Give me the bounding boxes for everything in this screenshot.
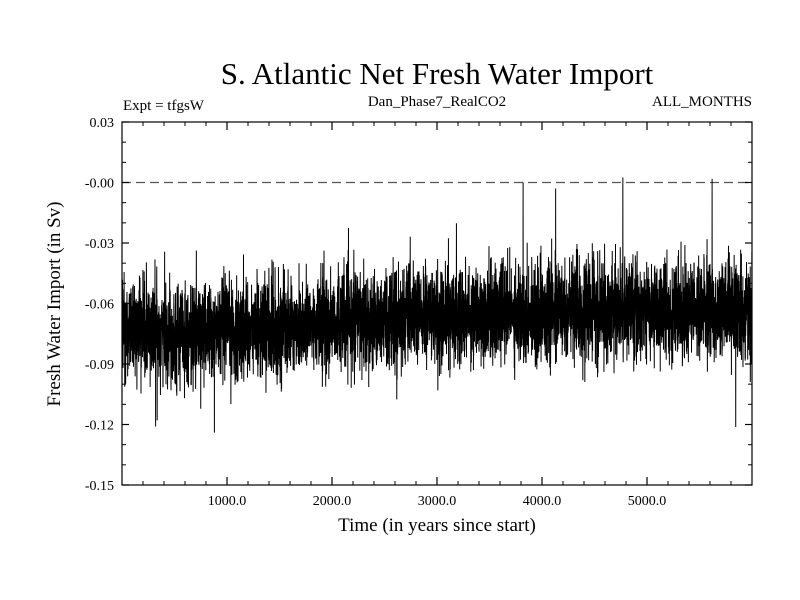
chart-title: S. Atlantic Net Fresh Water Import	[221, 56, 654, 91]
months-label: ALL_MONTHS	[652, 94, 752, 110]
dataset-label: Dan_Phase7_RealCO2	[368, 94, 506, 110]
y-tick-label: -0.09	[85, 358, 114, 373]
x-axis-label: Time (in years since start)	[338, 515, 536, 536]
x-tick-label: 2000.0	[313, 494, 352, 509]
y-axis-label: Fresh Water Import (in Sv)	[44, 202, 65, 407]
y-tick-label: -0.00	[85, 177, 114, 192]
y-tick-label: -0.03	[85, 237, 114, 252]
fresh-water-series-line	[121, 177, 753, 433]
x-tick-label: 5000.0	[628, 494, 667, 509]
x-tick-label: 3000.0	[418, 494, 457, 509]
y-tick-label: -0.12	[85, 419, 114, 434]
y-tick-label: 0.03	[90, 116, 115, 131]
y-tick-label: -0.15	[85, 479, 114, 494]
y-tick-label: -0.06	[85, 298, 114, 313]
experiment-label: Expt = tfgsW	[123, 98, 205, 114]
x-tick-label: 1000.0	[208, 494, 247, 509]
x-tick-label: 4000.0	[523, 494, 562, 509]
